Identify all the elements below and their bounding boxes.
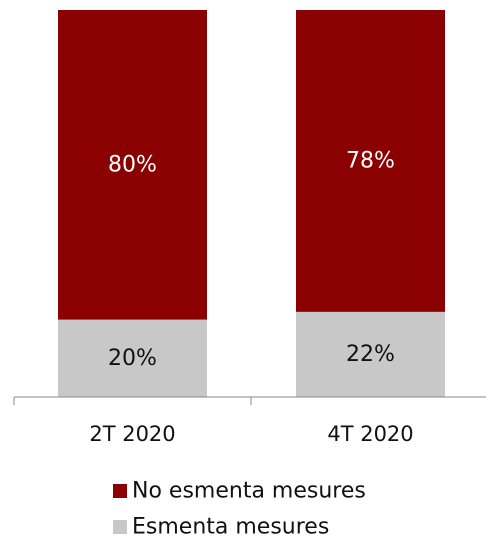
data-label: 22% [346, 342, 395, 367]
x-axis: 2T 2020 4T 2020 [13, 396, 486, 446]
x-tick-label: 4T 2020 [327, 422, 413, 446]
bar-segment [58, 10, 207, 320]
legend-swatch [113, 520, 127, 534]
bar-segment [296, 311, 445, 397]
data-label: 78% [346, 148, 395, 173]
bar-segment [58, 319, 207, 397]
data-label: 20% [108, 346, 157, 371]
legend: No esmenta mesures Esmenta mesures [113, 479, 366, 540]
bar-segment [296, 10, 445, 312]
x-tick-label: 2T 2020 [89, 422, 175, 446]
legend-label: Esmenta mesures [132, 515, 329, 540]
bars-group: 20% 80% 22% 78% [58, 10, 445, 397]
legend-label: No esmenta mesures [132, 479, 366, 504]
data-label: 80% [108, 152, 157, 177]
legend-swatch [113, 484, 127, 498]
